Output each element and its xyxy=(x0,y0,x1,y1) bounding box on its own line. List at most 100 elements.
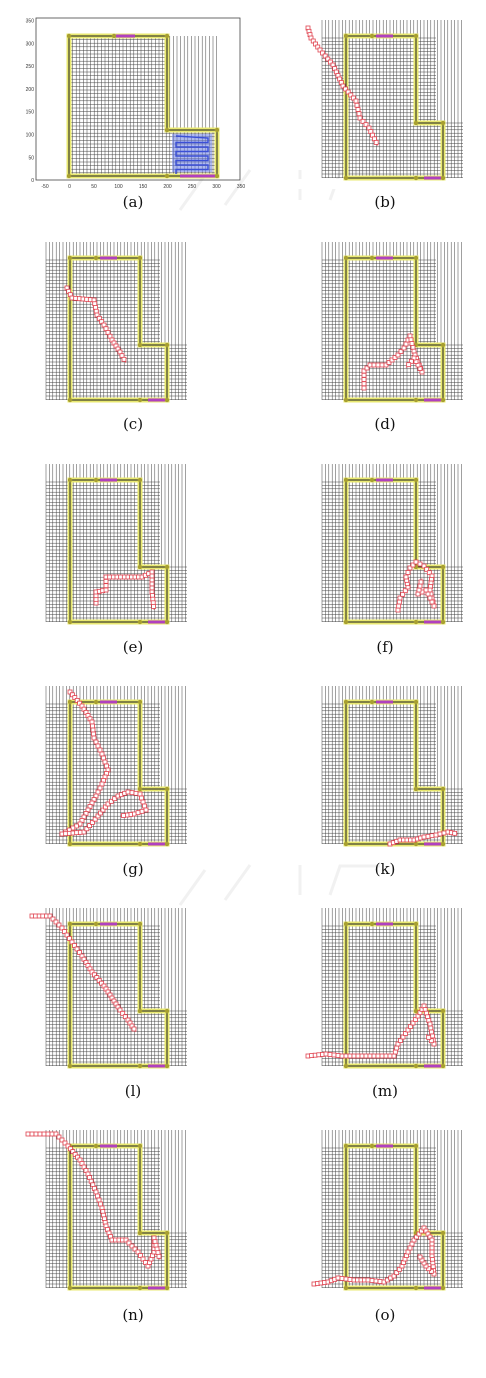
path-cell xyxy=(59,1137,65,1143)
path-cell xyxy=(367,362,373,368)
path-cell xyxy=(74,697,80,703)
corner-node xyxy=(343,1143,349,1149)
y-tick-label: 250 xyxy=(26,64,35,70)
path-cell xyxy=(151,603,157,609)
path-cell xyxy=(402,588,408,594)
x-tick-label: 350 xyxy=(237,184,246,190)
x-tick-label: 50 xyxy=(91,184,97,190)
corner-node xyxy=(440,342,446,348)
path-cell xyxy=(426,1034,432,1040)
panel-n xyxy=(22,1130,192,1299)
x-tick-label: 250 xyxy=(188,184,197,190)
floor-grid xyxy=(321,908,463,1066)
corner-node xyxy=(343,397,349,403)
path-cell xyxy=(429,599,435,605)
corner-node xyxy=(343,921,349,927)
corner-node xyxy=(440,397,446,403)
path-cell xyxy=(149,581,155,587)
path-cell xyxy=(394,1045,400,1051)
corner-node xyxy=(137,255,143,261)
panel-caption-f: (f) xyxy=(376,638,394,656)
path-cell xyxy=(89,969,95,975)
path-cell xyxy=(361,372,367,378)
corner-node xyxy=(137,1063,143,1069)
path-cell xyxy=(339,1053,345,1059)
corner-node xyxy=(164,397,170,403)
path-cell xyxy=(112,796,118,802)
panel-caption-a: (a) xyxy=(122,193,144,211)
corner-node xyxy=(137,1230,143,1236)
path-cell xyxy=(99,751,105,757)
path-cell xyxy=(29,1131,35,1137)
path-cell xyxy=(405,1249,411,1255)
path-cell xyxy=(417,583,423,589)
path-cell xyxy=(91,735,97,741)
corner-node xyxy=(413,255,419,261)
path-cell xyxy=(425,591,431,597)
panel-caption-n: (n) xyxy=(122,1306,144,1324)
path-cell xyxy=(410,345,416,350)
robot-path xyxy=(25,1131,162,1269)
path-cell xyxy=(410,562,416,568)
path-cell xyxy=(149,585,155,591)
corner-node xyxy=(66,173,72,179)
path-cell xyxy=(47,913,53,919)
path-cell xyxy=(373,1278,379,1284)
path-cell xyxy=(25,1131,31,1137)
path-cell xyxy=(431,1041,437,1047)
path-cell xyxy=(415,591,421,597)
panel-caption-b: (b) xyxy=(374,193,396,211)
path-cell xyxy=(410,1020,416,1026)
path-cell xyxy=(359,1053,365,1059)
corner-node xyxy=(137,1285,143,1291)
path-cell xyxy=(97,747,103,753)
path-cell xyxy=(92,972,97,978)
path-cell xyxy=(408,358,414,364)
corner-node xyxy=(67,477,73,483)
path-cell xyxy=(137,791,143,797)
path-cell xyxy=(65,1143,71,1149)
path-cell xyxy=(398,349,404,354)
path-cell xyxy=(406,362,412,368)
x-tick-label: -50 xyxy=(41,184,48,190)
corner-node xyxy=(137,841,143,847)
corner-node xyxy=(343,619,349,625)
path-cell xyxy=(394,1270,400,1276)
path-cell xyxy=(398,1038,403,1043)
path-cell xyxy=(99,781,105,787)
room-wall xyxy=(67,699,170,847)
corner-node xyxy=(164,1063,170,1069)
path-cell xyxy=(77,700,82,706)
path-cell xyxy=(364,365,370,371)
path-cell xyxy=(408,337,414,343)
path-cell xyxy=(413,559,419,565)
corner-node xyxy=(440,1230,446,1236)
path-cell xyxy=(108,798,114,804)
panel-o xyxy=(298,1130,468,1299)
path-cell xyxy=(387,1053,393,1059)
corner-node xyxy=(67,1063,73,1069)
path-cell xyxy=(452,830,458,836)
path-cell xyxy=(431,1271,437,1277)
corner-node xyxy=(343,175,349,181)
path-cell xyxy=(363,122,369,128)
corner-node xyxy=(440,1008,446,1014)
path-cell xyxy=(401,345,407,351)
robot-path xyxy=(29,913,137,1033)
path-cell xyxy=(425,833,431,839)
room-outline xyxy=(345,479,444,623)
path-cell xyxy=(391,1053,397,1059)
path-cell xyxy=(386,360,392,365)
path-cell xyxy=(343,86,348,92)
corner-node xyxy=(413,477,419,483)
robot-path xyxy=(361,333,425,391)
room-wall xyxy=(343,255,446,403)
room-wall xyxy=(343,477,446,625)
path-cell xyxy=(437,831,443,837)
panel-f xyxy=(298,464,468,633)
corner-node xyxy=(93,1143,99,1149)
path-cell xyxy=(373,140,379,145)
corner-node xyxy=(440,1285,446,1291)
path-cell xyxy=(131,1026,137,1032)
corner-node xyxy=(164,33,170,39)
